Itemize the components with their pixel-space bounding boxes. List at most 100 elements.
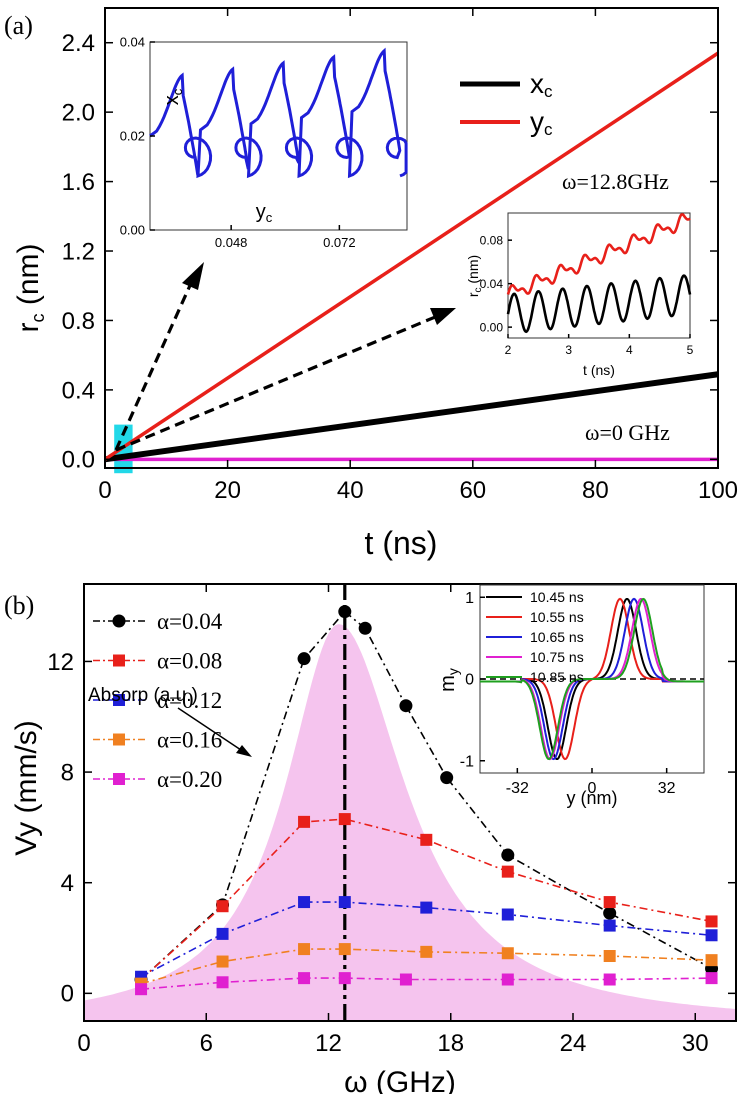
inset-trajectory-y-tick-label: 0.00 bbox=[120, 223, 145, 238]
inset-magnetization-plot bbox=[480, 597, 704, 761]
data-point-alpha-0 bbox=[297, 652, 311, 666]
panel-b-frame bbox=[83, 583, 737, 1022]
series-line-alpha-3 bbox=[140, 948, 712, 985]
legend-marker-alpha-0 bbox=[112, 614, 126, 628]
inset-magnetization-ticks: -32 0 32 -1 0 1 bbox=[460, 590, 676, 797]
inset-magnetization-x-tick-label: 32 bbox=[658, 780, 676, 797]
series-line-alpha-4 bbox=[141, 977, 712, 990]
panel-a-axes-frame bbox=[104, 7, 719, 469]
panel-b-x-tick-label: 0 bbox=[77, 1030, 90, 1057]
inset-trajectory-x-tick-label: 0.072 bbox=[323, 235, 356, 250]
absorp-arrow-head bbox=[236, 745, 252, 757]
data-point-alpha-0 bbox=[338, 605, 352, 619]
inset-magnetization-x-tick-label: -32 bbox=[506, 780, 529, 797]
data-point-alpha-1 bbox=[603, 896, 616, 909]
series-line-yc bbox=[104, 51, 719, 461]
annotation-omega-0: ω=0 GHz bbox=[585, 420, 670, 445]
annotation-omega-12-8: ω=12.8GHz bbox=[562, 169, 669, 194]
panel-a-x-tick-label: 40 bbox=[337, 477, 364, 504]
panel-b-y-tick-label: 4 bbox=[61, 870, 74, 897]
legend-marker-alpha-2 bbox=[113, 694, 125, 706]
inset-trajectory-ticks: 0.048 0.072 0.00 0.02 0.04 bbox=[120, 35, 356, 250]
data-point-alpha-1 bbox=[705, 915, 718, 928]
data-point-alpha-0 bbox=[501, 848, 515, 862]
panel-a-x-axis-label: t (ns) bbox=[365, 525, 438, 561]
series-line-alpha-2 bbox=[140, 901, 712, 978]
panel-a-y-tick-label: 0.8 bbox=[62, 308, 95, 335]
inset-trajectory-y-tick-label: 0.04 bbox=[120, 35, 145, 50]
data-point-alpha-0 bbox=[603, 906, 617, 920]
data-point-alpha-2 bbox=[705, 929, 718, 942]
inset-rc-time-x-tick-label: 5 bbox=[687, 343, 694, 357]
legend-marker-alpha-3 bbox=[113, 733, 125, 746]
inset-rc-time-x-tick-label: 2 bbox=[505, 343, 512, 357]
inset-magnetization-y-tick-label: 1 bbox=[465, 590, 474, 607]
inset-magnetization-y-label: my bbox=[437, 668, 461, 692]
data-point-alpha-4 bbox=[216, 976, 229, 989]
data-point-alpha-3 bbox=[216, 955, 229, 968]
panel-label-a: (a) bbox=[4, 11, 33, 40]
legend-label-alpha-2: α=0.12 bbox=[157, 688, 222, 713]
data-point-alpha-2 bbox=[298, 896, 311, 909]
arrow-head-left bbox=[182, 262, 204, 290]
panel-a-x-tick-label: 20 bbox=[214, 477, 241, 504]
data-point-alpha-1 bbox=[420, 833, 433, 846]
absorp-label: Absorp (a.u.) bbox=[88, 685, 198, 706]
data-point-alpha-2 bbox=[338, 896, 351, 909]
legend-marker-alpha-4 bbox=[113, 773, 125, 785]
panel-b-y-tick-label: 12 bbox=[47, 649, 74, 676]
series-line-alpha-0 bbox=[140, 610, 712, 981]
panel-b-y-tick-label: 0 bbox=[61, 981, 74, 1008]
data-point-alpha-2 bbox=[216, 927, 229, 940]
data-point-alpha-1 bbox=[298, 815, 311, 828]
inset-magnetization-legend: 10.45 ns 10.55 ns 10.65 ns 10.75 ns 10.85 ns bbox=[486, 589, 584, 685]
panel-b-plot bbox=[84, 584, 736, 1021]
inset-rc-time-series-yc bbox=[506, 213, 691, 295]
inset-magnetization-x-label: y (nm) bbox=[567, 788, 618, 808]
panel-b-axes-frame bbox=[83, 583, 737, 1022]
inset-magnetization-x-tick-label: 0 bbox=[588, 780, 597, 797]
inset-trajectory-y-tick-label: 0.02 bbox=[120, 129, 145, 144]
panel-b: 0 6 12 18 24 30 0 4 8 12 Vy (mm/s) ω (GHz) α=0.04… bbox=[10, 583, 737, 1094]
panel-b-x-tick-label: 18 bbox=[437, 1030, 464, 1057]
panel-b-x-tick-label: 30 bbox=[682, 1030, 709, 1057]
inset-legend-label-4: 10.85 ns bbox=[530, 669, 584, 685]
data-point-alpha-4 bbox=[603, 973, 616, 986]
legend-label-alpha-3: α=0.16 bbox=[157, 728, 222, 753]
panel-a-y-tick-label: 1.2 bbox=[62, 238, 95, 265]
data-point-alpha-2 bbox=[603, 919, 616, 932]
data-point-alpha-4 bbox=[705, 972, 718, 985]
data-point-alpha-4 bbox=[399, 973, 412, 986]
inset-rc-time-x-tick-label: 3 bbox=[565, 343, 572, 357]
inset-trajectory: 0.048 0.072 0.00 0.02 0.04 xc yc bbox=[120, 35, 408, 250]
panel-label-b: (b) bbox=[4, 591, 34, 620]
legend-label-alpha-1: α=0.08 bbox=[157, 649, 222, 674]
panel-a-y-axis-label: rc (nm) bbox=[12, 244, 48, 333]
panel-a-x-tick-label: 100 bbox=[698, 477, 738, 504]
absorption-curve bbox=[84, 624, 736, 1021]
panel-a-y-tick-label: 0.4 bbox=[62, 377, 95, 404]
inset-magnetization-y-tick-label: 0 bbox=[465, 672, 474, 689]
inset-rc-time-y-tick-label: 0.00 bbox=[480, 320, 504, 334]
data-point-alpha-0 bbox=[399, 699, 413, 713]
data-point-alpha-4 bbox=[501, 973, 514, 986]
inset-rc-time-plot bbox=[506, 213, 692, 334]
series-line-xc bbox=[104, 371, 719, 463]
panel-b-ticks: 0 6 12 18 24 30 0 4 8 12 bbox=[47, 584, 736, 1057]
inset-legend-label-0: 10.45 ns bbox=[530, 589, 584, 605]
panel-a-y-tick-label: 1.6 bbox=[62, 169, 95, 196]
panel-a-x-tick-label: 80 bbox=[582, 477, 609, 504]
data-point-alpha-2 bbox=[501, 908, 514, 921]
inset-trajectory-frame bbox=[149, 41, 408, 231]
inset-legend-label-2: 10.65 ns bbox=[530, 629, 584, 645]
panel-a-ticks: 0 20 40 60 80 100 0.0 0.4 0.8 1.2 1.6 2.0 2.4 bbox=[62, 8, 738, 504]
inset-rc-time: 2 3 4 5 0.00 0.04 0.08 rc (nm) t (ns) bbox=[465, 212, 694, 378]
inset-rc-time-x-label: t (ns) bbox=[583, 362, 615, 378]
panel-b-x-tick-label: 6 bbox=[200, 1030, 213, 1057]
series-line-alpha-1 bbox=[140, 818, 712, 981]
data-point-alpha-3 bbox=[298, 943, 311, 956]
inset-trajectory-x-tick-label: 0.048 bbox=[215, 235, 248, 250]
panel-a: 0 20 40 60 80 100 0.0 0.4 0.8 1.2 1.6 2.0 2.4 rc (nm… bbox=[12, 7, 738, 561]
arrow-to-right-inset bbox=[115, 313, 441, 452]
panel-a-x-tick-label: 60 bbox=[459, 477, 486, 504]
